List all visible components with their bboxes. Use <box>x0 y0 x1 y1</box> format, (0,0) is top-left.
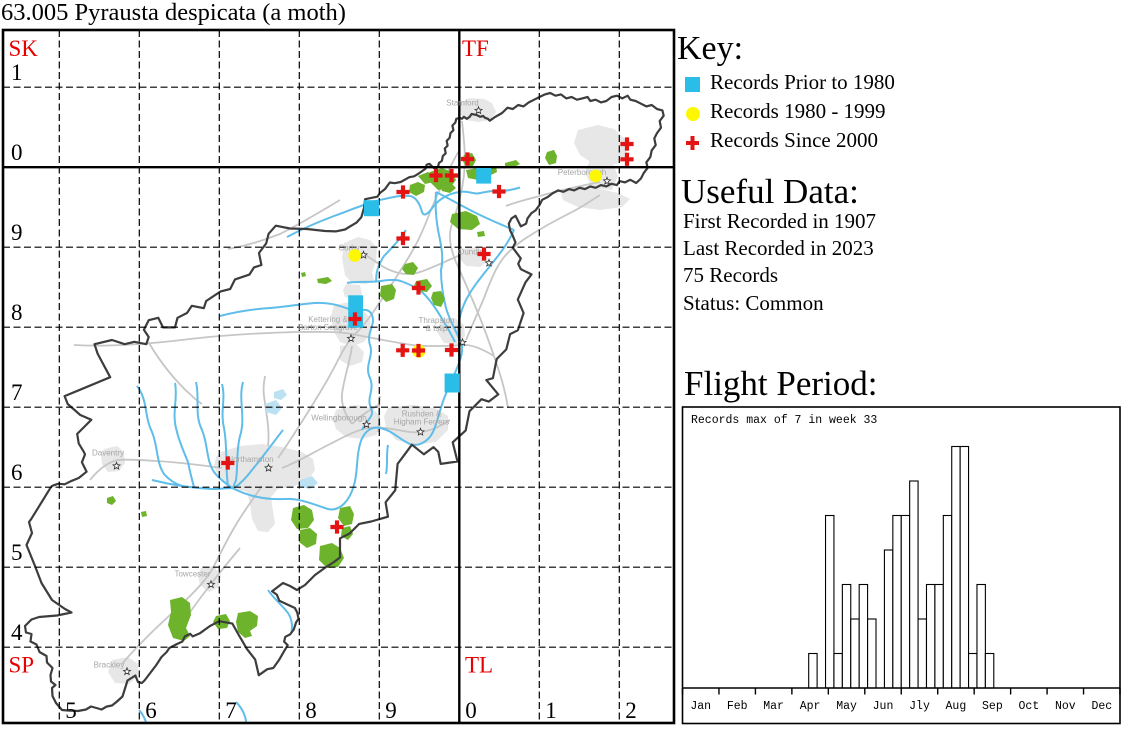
svg-text:& Islip: & Islip <box>426 324 448 333</box>
svg-text:May: May <box>836 700 857 713</box>
svg-text:9: 9 <box>11 220 23 245</box>
svg-text:7: 7 <box>225 698 237 723</box>
svg-text:6: 6 <box>11 460 23 485</box>
svg-text:4: 4 <box>11 620 23 645</box>
svg-text:2: 2 <box>625 698 637 723</box>
svg-text:Barton Seagrave: Barton Seagrave <box>298 323 359 332</box>
svg-text:Feb: Feb <box>727 700 748 713</box>
svg-text:5: 5 <box>65 698 77 723</box>
svg-text:1: 1 <box>545 698 557 723</box>
svg-text:Oct: Oct <box>1019 700 1040 713</box>
svg-text:Jan: Jan <box>690 700 711 713</box>
svg-text:6: 6 <box>145 698 157 723</box>
svg-text:Mar: Mar <box>763 700 784 713</box>
svg-text:Higham Ferrers: Higham Ferrers <box>394 418 450 427</box>
svg-text:0: 0 <box>465 698 477 723</box>
svg-text:Corby: Corby <box>338 244 359 253</box>
svg-text:Peterborough: Peterborough <box>558 168 606 177</box>
svg-text:9: 9 <box>385 698 397 723</box>
svg-text:SP: SP <box>9 653 35 678</box>
svg-text:Brackley: Brackley <box>94 661 125 670</box>
svg-text:TF: TF <box>462 36 489 61</box>
svg-text:Daventry: Daventry <box>92 449 124 458</box>
svg-text:SK: SK <box>9 36 39 61</box>
svg-text:7: 7 <box>11 380 23 405</box>
svg-text:Kettering &: Kettering & <box>308 315 348 324</box>
svg-text:8: 8 <box>11 300 23 325</box>
svg-text:Towcester: Towcester <box>174 570 210 579</box>
svg-text:Records max of 7 in week 33: Records max of 7 in week 33 <box>691 414 877 427</box>
svg-text:TL: TL <box>465 653 493 678</box>
svg-text:Wellingborough: Wellingborough <box>311 414 366 423</box>
svg-text:Rushden &: Rushden & <box>402 410 442 419</box>
svg-text:Aug: Aug <box>946 700 967 713</box>
svg-text:Apr: Apr <box>800 700 821 713</box>
svg-text:Dec: Dec <box>1091 700 1112 713</box>
svg-text:0: 0 <box>11 140 23 165</box>
svg-text:Nov: Nov <box>1055 700 1076 713</box>
svg-text:Oundle: Oundle <box>458 248 484 257</box>
svg-text:5: 5 <box>11 540 23 565</box>
svg-text:1: 1 <box>11 60 23 85</box>
svg-text:Jun: Jun <box>873 700 894 713</box>
svg-text:Thrapston: Thrapston <box>418 316 454 325</box>
svg-text:Sep: Sep <box>982 700 1003 713</box>
svg-text:Jly: Jly <box>909 700 930 713</box>
svg-text:Stamford: Stamford <box>446 99 478 108</box>
svg-text:8: 8 <box>305 698 317 723</box>
svg-text:Northampton: Northampton <box>227 455 273 464</box>
